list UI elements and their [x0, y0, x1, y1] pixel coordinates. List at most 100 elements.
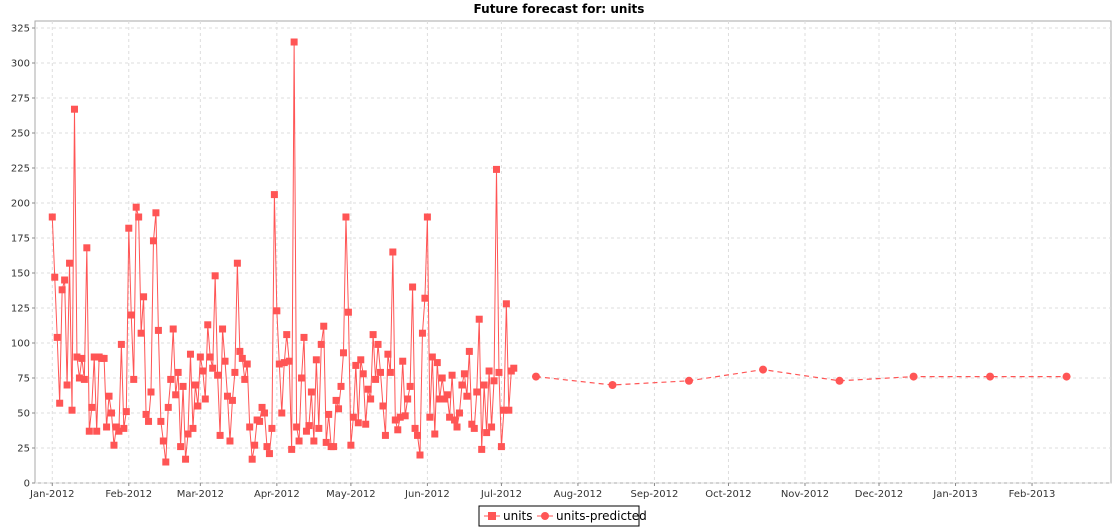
units-data-point: [443, 391, 451, 399]
units-data-point: [66, 259, 74, 267]
units-predicted-data-point: [986, 372, 995, 381]
units-data-point: [367, 395, 375, 403]
units-data-point: [391, 416, 399, 424]
units-data-point: [125, 224, 133, 232]
y-tick-label: 200: [11, 199, 30, 210]
units-data-point: [441, 395, 449, 403]
x-tick-label: Aug-2012: [554, 489, 603, 500]
plot-area: [34, 20, 1112, 484]
units-data-point: [219, 325, 227, 333]
units-data-point: [451, 416, 459, 424]
units-data-point: [377, 368, 385, 376]
units-data-point: [372, 375, 380, 383]
units-predicted-data-point: [684, 376, 693, 385]
units-data-point: [359, 370, 367, 378]
y-tick-label: 225: [11, 164, 30, 175]
units-data-point: [280, 359, 288, 367]
units-data-point: [332, 396, 340, 404]
x-tick-label: Sep-2012: [630, 489, 678, 500]
units-data-point: [455, 409, 463, 417]
units-data-point: [145, 417, 153, 425]
units-data-point: [122, 408, 130, 416]
units-data-point: [251, 441, 259, 449]
units-data-point: [58, 286, 66, 294]
units-data-point: [159, 437, 167, 445]
x-tick-label: Feb-2012: [105, 489, 152, 500]
units-data-point: [414, 431, 422, 439]
units-data-point: [191, 381, 199, 389]
units-data-point: [88, 403, 96, 411]
units-data-point: [468, 420, 476, 428]
y-tick-label: 50: [17, 409, 30, 420]
units-predicted-data-point: [531, 372, 540, 381]
units-data-point: [132, 203, 140, 211]
units-data-point: [90, 353, 98, 361]
units-data-point: [470, 424, 478, 432]
chart-title: Future forecast for: units: [474, 2, 645, 16]
y-tick-label: 25: [17, 444, 30, 455]
units-data-point: [209, 364, 217, 372]
units-data-point: [137, 329, 145, 337]
units-data-point: [154, 326, 162, 334]
units-data-point: [164, 403, 172, 411]
units-data-point: [256, 417, 264, 425]
units-data-point: [386, 368, 394, 376]
units-data-point: [436, 395, 444, 403]
y-tick-label: 0: [24, 479, 30, 490]
units-data-point: [78, 354, 86, 362]
units-data-point: [428, 353, 436, 361]
units-data-point: [127, 311, 135, 319]
units-data-point: [394, 426, 402, 434]
units-data-point: [278, 409, 286, 417]
units-data-point: [70, 105, 78, 113]
units-data-point: [302, 427, 310, 435]
units-data-point: [103, 423, 111, 431]
units-data-point: [162, 458, 170, 466]
units-data-point: [189, 424, 197, 432]
units-data-point: [270, 191, 278, 199]
legend-units-label: units: [503, 509, 533, 523]
units-data-point: [199, 367, 207, 375]
units-data-point: [362, 420, 370, 428]
x-axis: Jan-2012 Feb-2012 Mar-2012 Apr-2012 May-2012…: [29, 483, 1055, 500]
units-data-point: [142, 410, 150, 418]
units-data-point: [61, 276, 69, 284]
y-tick-label: 75: [17, 374, 30, 385]
units-data-point: [295, 437, 303, 445]
y-tick-label: 175: [11, 234, 30, 245]
units-data-point: [167, 375, 175, 383]
legend-predicted-marker: [541, 512, 549, 520]
units-data-point: [401, 412, 409, 420]
units-data-point: [330, 443, 338, 451]
grid: [35, 21, 1111, 484]
units-data-point: [149, 237, 157, 245]
units-data-point: [68, 406, 76, 414]
units-data-point: [307, 388, 315, 396]
units-data-point: [505, 406, 513, 414]
units-data-point: [56, 399, 64, 407]
units-data-point: [384, 350, 392, 358]
units-data-point: [446, 413, 454, 421]
units-data-point: [433, 359, 441, 367]
units-data-point: [248, 455, 256, 463]
units-data-point: [115, 427, 123, 435]
units-data-point: [140, 293, 148, 301]
y-tick-label: 250: [11, 129, 30, 140]
units-data-point: [80, 375, 88, 383]
units-data-point: [369, 331, 377, 339]
units-data-point: [177, 443, 185, 451]
units-data-point: [480, 381, 488, 389]
units-data-point: [214, 371, 222, 379]
legend-units-marker: [488, 512, 496, 520]
units-data-point: [347, 441, 355, 449]
x-tick-label: Feb-2013: [1009, 489, 1056, 500]
units-data-point: [63, 381, 71, 389]
units-data-point: [478, 445, 486, 453]
units-data-point: [406, 382, 414, 390]
units-data-point: [100, 354, 108, 362]
units-data-point: [431, 430, 439, 438]
units-data-point: [261, 409, 269, 417]
units-data-point: [273, 307, 281, 315]
units-data-point: [379, 402, 387, 410]
units-predicted-data-point: [1062, 372, 1071, 381]
